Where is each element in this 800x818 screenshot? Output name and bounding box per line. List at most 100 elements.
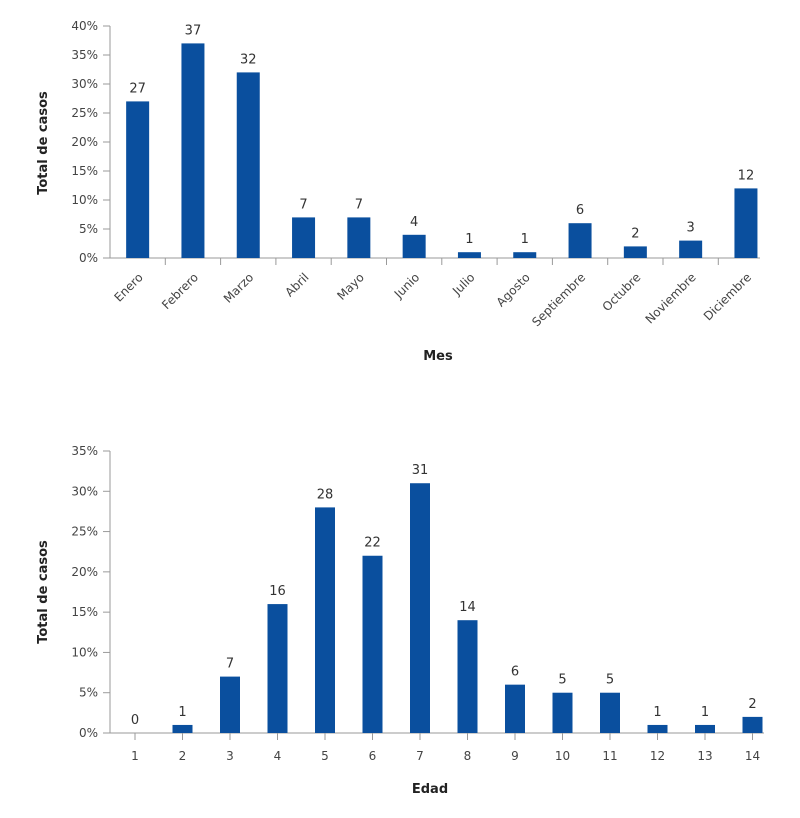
data-label: 3 xyxy=(687,221,695,236)
x-tick-label: Mayo xyxy=(334,270,367,303)
x-tick-label: Diciembre xyxy=(701,270,754,323)
data-label: 1 xyxy=(465,232,473,247)
x-tick-label: Enero xyxy=(111,270,145,304)
bar xyxy=(505,684,525,733)
x-axis-title: Edad xyxy=(412,782,448,797)
y-axis-title: Total de casos xyxy=(36,91,51,195)
x-tick-label: Junio xyxy=(391,270,422,301)
bar xyxy=(552,692,573,733)
data-label: 31 xyxy=(412,463,429,478)
x-tick-label: Noviembre xyxy=(643,270,699,326)
bar xyxy=(623,246,647,258)
data-label: 37 xyxy=(185,23,202,38)
x-tick-label: Octubre xyxy=(600,270,644,314)
y-tick-label: 10% xyxy=(71,645,98,659)
y-tick-label: 30% xyxy=(71,484,98,498)
data-label: 6 xyxy=(576,203,584,218)
y-tick-label: 15% xyxy=(71,605,98,619)
data-label: 7 xyxy=(299,197,307,212)
x-tick-label: Agosto xyxy=(494,270,533,309)
data-label: 2 xyxy=(748,697,756,712)
data-label: 1 xyxy=(701,705,709,720)
x-tick-label: Febrero xyxy=(159,270,201,312)
y-tick-label: 0% xyxy=(79,726,98,740)
x-tick-label: 6 xyxy=(369,749,377,763)
bar xyxy=(742,716,763,733)
x-tick-label: Abril xyxy=(282,270,311,299)
bar xyxy=(220,676,240,733)
x-tick-label: 9 xyxy=(511,749,519,763)
bar xyxy=(513,252,537,258)
bar xyxy=(410,483,430,733)
data-label: 28 xyxy=(317,487,334,502)
x-tick-label: 8 xyxy=(464,749,472,763)
chart-month: Total de casos Mes 0% 5% 10% 15% 20% 25% 30% 35… xyxy=(36,19,760,364)
chart-age: Total de casos Edad 0% 5% 10% 15% 20% 25% 30% 3… xyxy=(36,444,764,797)
bar xyxy=(600,692,620,733)
data-label: 1 xyxy=(653,705,661,720)
y-tick-label: 30% xyxy=(71,77,98,91)
x-tick-label: 7 xyxy=(416,749,424,763)
data-label: 0 xyxy=(131,713,139,728)
bar xyxy=(267,604,288,733)
y-tick-label: 25% xyxy=(71,525,98,539)
y-tick-label: 20% xyxy=(71,565,98,579)
y-axis-title: Total de casos xyxy=(36,540,51,644)
bar xyxy=(292,217,316,258)
data-label: 27 xyxy=(129,81,146,96)
bar xyxy=(362,555,383,733)
data-label: 14 xyxy=(459,600,476,615)
data-label: 4 xyxy=(410,215,418,230)
data-label: 5 xyxy=(558,673,566,688)
y-tick-label: 15% xyxy=(71,164,98,178)
x-tick-label: 14 xyxy=(745,749,760,763)
bar xyxy=(457,620,478,733)
x-tick-label: 13 xyxy=(697,749,712,763)
data-label: 5 xyxy=(606,673,614,688)
data-label: 16 xyxy=(269,584,286,599)
x-tick-label: 4 xyxy=(274,749,282,763)
x-tick-label: 5 xyxy=(321,749,329,763)
x-tick-label: Septiembre xyxy=(529,270,588,329)
bar xyxy=(734,188,758,258)
bar xyxy=(236,72,260,259)
bar xyxy=(315,507,335,733)
bar xyxy=(402,234,426,258)
bar xyxy=(126,101,150,259)
x-tick-label: 11 xyxy=(602,749,617,763)
x-tick-label: 10 xyxy=(555,749,570,763)
data-label: 7 xyxy=(226,657,234,672)
bar xyxy=(172,724,193,733)
y-tick-label: 5% xyxy=(79,686,98,700)
bar xyxy=(568,223,592,258)
data-label: 6 xyxy=(511,665,519,680)
data-label: 1 xyxy=(178,705,186,720)
x-tick-label: 2 xyxy=(179,749,187,763)
data-label: 12 xyxy=(738,168,755,183)
data-label: 7 xyxy=(355,197,363,212)
bar xyxy=(457,252,481,258)
y-tick-label: 35% xyxy=(71,444,98,458)
data-label: 2 xyxy=(631,226,639,241)
bar xyxy=(647,724,668,733)
y-tick-label: 25% xyxy=(71,106,98,120)
y-tick-label: 5% xyxy=(79,222,98,236)
x-tick-label: Julio xyxy=(449,270,477,298)
y-tick-label: 20% xyxy=(71,135,98,149)
y-tick-label: 10% xyxy=(71,193,98,207)
y-tick-label: 0% xyxy=(79,251,98,265)
x-tick-label: 12 xyxy=(650,749,665,763)
bar xyxy=(181,43,205,259)
x-tick-label: 3 xyxy=(226,749,234,763)
x-tick-label: Marzo xyxy=(221,270,257,306)
bar xyxy=(695,724,715,733)
x-tick-label: 1 xyxy=(131,749,139,763)
bar xyxy=(347,217,371,258)
y-tick-label: 35% xyxy=(71,48,98,62)
bar xyxy=(679,240,703,258)
data-label: 1 xyxy=(521,232,529,247)
data-label: 22 xyxy=(364,536,381,551)
y-tick-label: 40% xyxy=(71,19,98,33)
data-label: 32 xyxy=(240,52,257,67)
